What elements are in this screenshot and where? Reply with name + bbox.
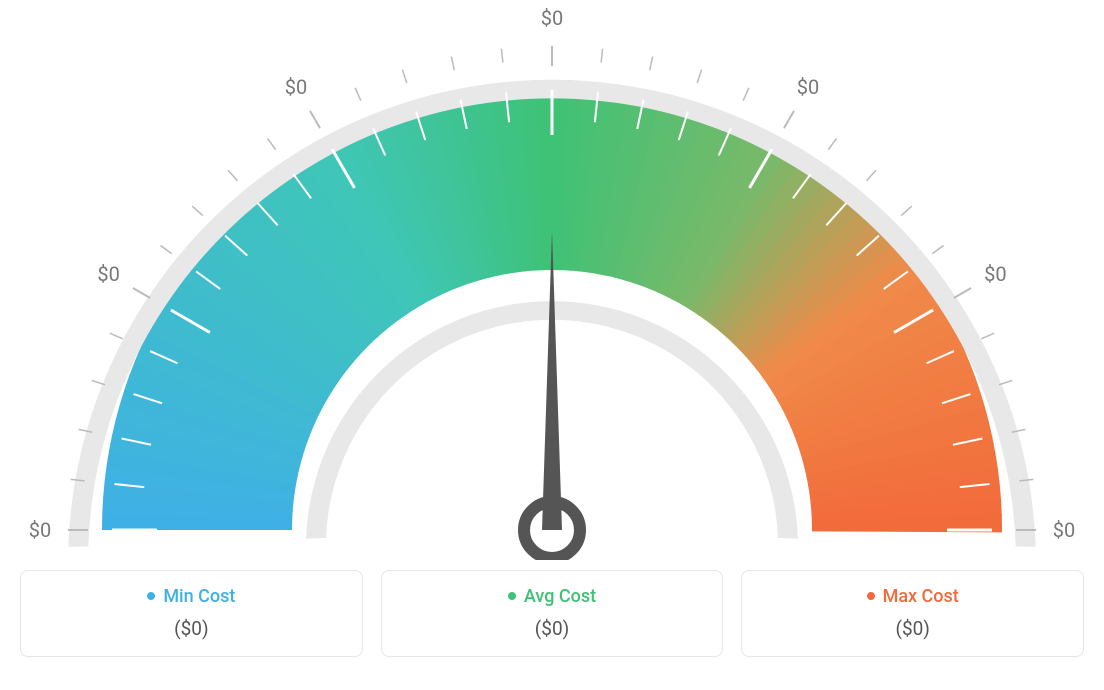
legend-row: Min Cost ($0) Avg Cost ($0) Max Cost ($0) [20,570,1084,657]
gauge-tick-label: $0 [97,262,119,286]
gauge-tick-label: $0 [1053,518,1075,542]
legend-value: ($0) [31,617,352,640]
legend-card-min: Min Cost ($0) [20,570,363,657]
gauge-tick-label: $0 [29,518,51,542]
legend-value: ($0) [752,617,1073,640]
legend-dot-icon [867,592,875,600]
gauge-tick-label: $0 [541,6,563,30]
gauge-needle [542,230,562,530]
legend-card-max: Max Cost ($0) [741,570,1084,657]
cost-gauge-chart: $0$0$0$0$0$0$0 Min Cost($0)Avg Cost($0)M… [20,20,1084,657]
gauge-area: $0$0$0$0$0$0$0 [20,20,1084,560]
legend-title: Max Cost [867,586,959,607]
legend-title: Min Cost [147,586,235,607]
gauge-tick-label: $0 [285,75,307,99]
legend-dot-icon [508,592,516,600]
legend-card-avg: Avg Cost ($0) [381,570,724,657]
legend-label: Avg Cost [524,586,596,607]
legend-value: ($0) [392,617,713,640]
legend-label: Min Cost [163,586,235,607]
gauge-svg [20,20,1084,560]
legend-title: Avg Cost [508,586,596,607]
gauge-tick-label: $0 [984,262,1006,286]
legend-label: Max Cost [883,586,959,607]
gauge-tick-label: $0 [797,75,819,99]
legend-dot-icon [147,592,155,600]
